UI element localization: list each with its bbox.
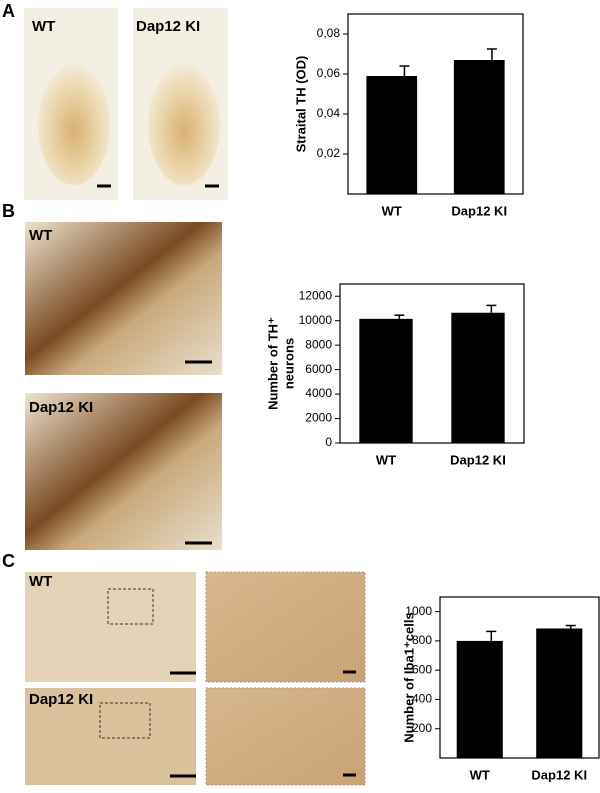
y-tick-label: 8000 <box>305 337 332 351</box>
image-label: Dap12 KI <box>29 399 93 416</box>
plot-frame <box>339 283 525 444</box>
panel-label: A <box>2 1 15 21</box>
panel-label: C <box>2 551 15 571</box>
y-tick-label: 0,02 <box>317 146 341 160</box>
x-tick-label: WT <box>376 452 396 467</box>
y-tick-label: 800 <box>412 633 432 647</box>
y-tick-label: 200 <box>412 721 432 735</box>
plot-frame <box>439 596 600 759</box>
image-label: WT <box>29 227 52 244</box>
y-tick-label: 0,06 <box>317 66 341 80</box>
x-tick-label: WT <box>470 767 490 782</box>
x-tick-label: Dap12 KI <box>531 767 587 782</box>
y-axis-title: neurons <box>281 338 296 389</box>
y-tick-label: 6000 <box>305 362 332 376</box>
y-tick-label: 600 <box>412 662 432 676</box>
micrograph <box>25 393 222 550</box>
bar <box>451 312 505 443</box>
y-axis-title: Number of Iba1⁺cells <box>401 612 416 742</box>
y-tick-label: 10000 <box>299 313 333 327</box>
image-label: WT <box>32 18 55 35</box>
x-tick-label: Dap12 KI <box>451 203 507 218</box>
bar <box>456 640 503 758</box>
y-tick-label: 1000 <box>405 604 432 618</box>
inset-box <box>107 588 154 625</box>
image-label: Dap12 KI <box>29 691 93 708</box>
y-tick-label: 0 <box>325 435 332 449</box>
y-axis-title: Straital TH (OD) <box>293 56 308 153</box>
image-label: Dap12 KI <box>136 18 200 35</box>
y-tick-label: 0,08 <box>317 26 341 40</box>
inset-box <box>99 702 151 739</box>
tissue <box>148 65 220 185</box>
bar <box>366 76 418 194</box>
y-tick-label: 0,04 <box>317 106 341 120</box>
panel-label: B <box>2 201 15 221</box>
y-tick-label: 4000 <box>305 386 332 400</box>
y-tick-label: 12000 <box>299 288 333 302</box>
bar <box>536 628 583 758</box>
image-label: WT <box>29 573 52 590</box>
y-tick-label: 400 <box>412 692 432 706</box>
y-axis-title: Number of TH⁺ <box>265 317 280 410</box>
x-tick-label: Dap12 KI <box>450 452 506 467</box>
bar <box>359 318 413 443</box>
tissue <box>38 65 110 185</box>
y-tick-label: 2000 <box>305 411 332 425</box>
micrograph <box>205 571 366 683</box>
micrograph <box>25 572 196 682</box>
micrograph <box>25 688 196 785</box>
x-tick-label: WT <box>382 203 402 218</box>
micrograph <box>205 687 366 786</box>
micrograph <box>25 222 222 375</box>
bar <box>453 60 505 194</box>
plot-frame <box>347 13 524 195</box>
